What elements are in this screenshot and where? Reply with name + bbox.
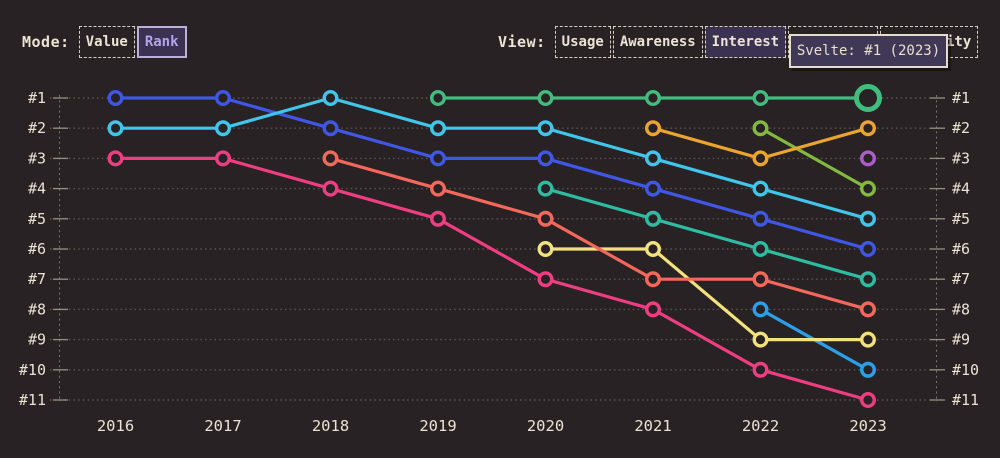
data-point-teal-2022[interactable] [752,240,769,257]
rank-label-right: #4 [952,180,970,198]
rank-label-left: #2 [28,119,46,137]
rank-label-left: #9 [28,331,46,349]
data-point-teal-2021[interactable] [645,210,662,227]
data-point-pink-2023[interactable] [860,392,877,409]
year-label: 2021 [634,417,671,435]
data-point-pink-2020[interactable] [537,271,554,288]
data-point-salmon-2023[interactable] [860,301,877,318]
rank-label-left: #11 [19,391,46,409]
mode-button-rank[interactable]: Rank [136,26,187,58]
data-point-blue-2021[interactable] [645,180,662,197]
data-point-yellow-2020[interactable] [537,240,554,257]
chart-tooltip: Svelte: #1 (2023) [789,34,948,68]
rank-label-right: #7 [952,270,970,288]
rank-label-left: #7 [28,270,46,288]
mode-label: Mode: [22,33,70,51]
mode-control: Mode: Value Rank [22,26,187,58]
data-point-blue-2017[interactable] [214,89,231,106]
data-point-yellow-2021[interactable] [645,240,662,257]
data-point-lime-2023[interactable] [860,180,877,197]
data-point-orange-2022[interactable] [752,150,769,167]
data-point-cyan-2016[interactable] [107,120,124,137]
rank-label-left: #4 [28,180,46,198]
data-point-svelte-2019[interactable] [430,89,447,106]
data-point-svelte-2020[interactable] [537,89,554,106]
rank-label-right: #5 [952,210,970,228]
series-line-lime [758,126,870,191]
data-point-teal-2020[interactable] [537,180,554,197]
view-button-interest[interactable]: Interest [704,26,787,58]
data-point-salmon-2021[interactable] [645,271,662,288]
year-label: 2017 [204,417,241,435]
data-point-blue-2020[interactable] [537,150,554,167]
data-point-cyan-2019[interactable] [430,120,447,137]
series-line-teal [543,187,870,281]
mode-button-value[interactable]: Value [78,26,135,58]
tooltip-text: Svelte: #1 (2023) [796,43,941,59]
data-point-blue-2016[interactable] [107,89,124,106]
data-point-cyan-2020[interactable] [537,120,554,137]
rank-label-right: #10 [952,361,979,379]
data-point-blue-2022[interactable] [752,210,769,227]
data-point-svelte-2021[interactable] [645,89,662,106]
data-point-salmon-2018[interactable] [322,150,339,167]
year-label: 2020 [527,417,564,435]
year-label: 2022 [742,417,779,435]
data-point-lime-2022[interactable] [752,120,769,137]
year-label: 2016 [97,417,134,435]
rank-label-right: #9 [952,331,970,349]
rank-label-right: #3 [952,149,970,167]
mode-buttons: Value Rank [77,26,187,58]
rank-label-right: #2 [952,119,970,137]
year-label: 2019 [419,417,456,435]
rank-label-left: #1 [28,89,46,107]
data-point-cyan-2023[interactable] [860,210,877,227]
data-point-svelte-2022[interactable] [752,89,769,106]
data-point-cyan-2022[interactable] [752,180,769,197]
data-point-sky-2022[interactable] [752,301,769,318]
data-point-salmon-2020[interactable] [537,210,554,227]
data-point-svelte-2023[interactable] [854,84,882,112]
data-point-cyan-2017[interactable] [214,120,231,137]
data-point-sky-2023[interactable] [860,361,877,378]
rank-label-left: #5 [28,210,46,228]
series-line-cyan [113,96,870,221]
rank-label-right: #8 [952,300,970,318]
series-line-blue [113,96,870,251]
data-point-blue-2018[interactable] [322,120,339,137]
series-line-salmon [328,156,870,311]
data-point-pink-2017[interactable] [214,150,231,167]
rank-label-right: #6 [952,240,970,258]
view-label: View: [498,33,546,51]
data-point-cyan-2021[interactable] [645,150,662,167]
data-point-pink-2022[interactable] [752,361,769,378]
view-button-usage[interactable]: Usage [554,26,611,58]
data-point-yellow-2022[interactable] [752,331,769,348]
data-point-pink-2018[interactable] [322,180,339,197]
data-point-blue-2023[interactable] [860,240,877,257]
rank-label-right: #11 [952,391,979,409]
data-point-pink-2021[interactable] [645,301,662,318]
data-point-pink-2016[interactable] [107,150,124,167]
data-point-orange-2021[interactable] [645,120,662,137]
series-line-pink [113,156,870,402]
year-label: 2018 [312,417,349,435]
data-point-yellow-2023[interactable] [860,331,877,348]
data-point-salmon-2022[interactable] [752,271,769,288]
data-point-orange-2023[interactable] [860,120,877,137]
rank-label-left: #3 [28,149,46,167]
rank-label-left: #6 [28,240,46,258]
data-point-blue-2019[interactable] [430,150,447,167]
view-button-awareness[interactable]: Awareness [612,26,703,58]
data-point-salmon-2019[interactable] [430,180,447,197]
data-point-cyan-2018[interactable] [322,89,339,106]
rank-label-left: #10 [19,361,46,379]
year-label: 2023 [849,417,886,435]
rank-label-left: #8 [28,300,46,318]
data-point-purple-2023[interactable] [860,150,877,167]
rank-label-right: #1 [952,89,970,107]
data-point-teal-2023[interactable] [860,271,877,288]
data-point-pink-2019[interactable] [430,210,447,227]
